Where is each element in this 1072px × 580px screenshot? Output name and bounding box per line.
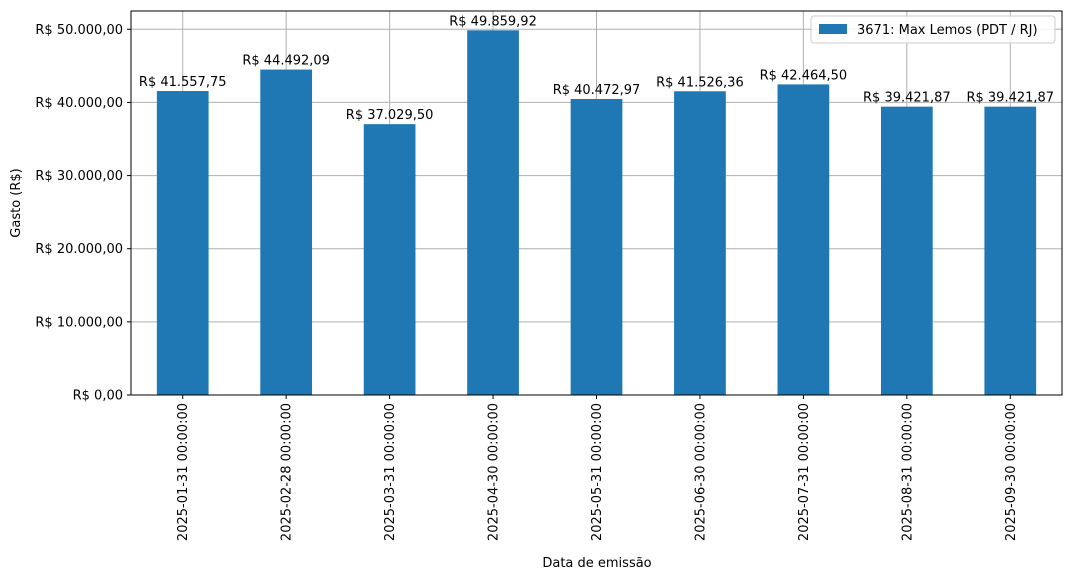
bar-value-label: R$ 39.421,87	[863, 91, 951, 106]
x-tick-label: 2025-04-30 00:00:00	[487, 403, 502, 541]
bar-value-label: R$ 41.557,75	[139, 75, 227, 90]
x-tick-label: 2025-07-31 00:00:00	[797, 403, 812, 541]
x-tick-label: 2025-08-31 00:00:00	[900, 403, 915, 541]
bar-value-label: R$ 39.421,87	[966, 91, 1054, 106]
x-axis-title: Data de emissão	[542, 556, 651, 571]
x-axis: 2025-01-31 00:00:00 2025-02-28 00:00:00 20…	[176, 395, 1019, 541]
x-tick-label: 2025-02-28 00:00:00	[280, 403, 295, 541]
bar	[363, 124, 416, 396]
y-tick-label: R$ 10.000,00	[35, 315, 123, 330]
y-tick-label: R$ 30.000,00	[35, 169, 123, 184]
x-tick-label: 2025-09-30 00:00:00	[1004, 403, 1019, 541]
y-tick-label: R$ 20.000,00	[35, 242, 123, 257]
bar-value-label: R$ 44.492,09	[242, 54, 330, 69]
bar-value-label: R$ 37.029,50	[346, 108, 434, 123]
bar-value-label: R$ 49.859,92	[449, 14, 537, 29]
legend: 3671: Max Lemos (PDT / RJ)	[810, 15, 1056, 44]
bar-value-label: R$ 42.464,50	[760, 68, 848, 83]
bar	[260, 69, 313, 395]
bar	[467, 30, 519, 395]
y-tick-label: R$ 40.000,00	[35, 96, 123, 111]
x-tick-label: 2025-01-31 00:00:00	[176, 403, 191, 541]
bar-value-label: R$ 40.472,97	[553, 83, 641, 98]
y-axis: R$ 0,00 R$ 10.000,00 R$ 20.000,00 R$ 30.000…	[35, 23, 131, 404]
bar	[880, 106, 933, 396]
legend-label: 3671: Max Lemos (PDT / RJ)	[857, 23, 1038, 38]
x-tick-label: 2025-05-31 00:00:00	[590, 403, 605, 541]
bar	[777, 84, 830, 395]
legend-box	[810, 15, 1056, 44]
y-tick-label: R$ 0,00	[73, 389, 123, 404]
bar	[156, 91, 209, 396]
y-axis-title: Gasto (R$)	[9, 168, 24, 237]
x-tick-label: 2025-03-31 00:00:00	[383, 403, 398, 541]
bar	[570, 98, 623, 396]
bar-value-labels: R$ 41.557,75 R$ 44.492,09 R$ 37.029,50 R$ 4…	[139, 14, 1054, 123]
bar	[674, 91, 726, 395]
legend-swatch	[819, 24, 847, 34]
bar-value-label: R$ 41.526,36	[656, 75, 744, 90]
bar	[984, 106, 1037, 396]
x-tick-label: 2025-06-30 00:00:00	[693, 403, 708, 541]
bars	[156, 30, 1037, 396]
y-tick-label: R$ 50.000,00	[35, 23, 123, 38]
